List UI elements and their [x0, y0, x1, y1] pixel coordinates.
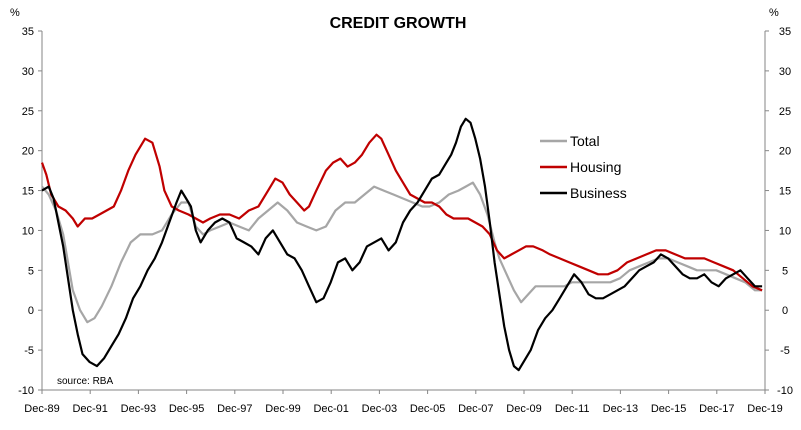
series-line-housing [40, 133, 763, 292]
legend-label-housing: Housing [570, 159, 621, 175]
x-tick-label: Dec-15 [651, 403, 686, 415]
left-tick-label: 5 [28, 265, 34, 277]
x-tick-label: Dec-05 [410, 403, 445, 415]
left-tick-label: 30 [22, 66, 34, 78]
x-tick-label: Dec-89 [24, 403, 59, 415]
x-tick-label: Dec-97 [217, 403, 252, 415]
right-tick-label: 30 [779, 66, 791, 78]
x-tick-label: Dec-01 [313, 403, 348, 415]
source-note: source: RBA [57, 376, 113, 387]
x-tick-label: Dec-03 [362, 403, 397, 415]
right-tick-label: 5 [782, 265, 788, 277]
left-tick-label: 20 [22, 146, 34, 158]
left-tick-label: 25 [22, 106, 34, 118]
right-tick-label: 25 [779, 106, 791, 118]
right-tick-label: 15 [779, 186, 791, 198]
series-line-business [41, 117, 763, 372]
left-tick-label: -10 [18, 385, 34, 397]
left-tick-label: 35 [22, 26, 34, 38]
x-tick-label: Dec-13 [603, 403, 638, 415]
right-tick-label: 0 [782, 305, 788, 317]
left-tick-label: 10 [22, 225, 34, 237]
right-tick-label: 20 [779, 146, 791, 158]
right-tick-label: -5 [780, 345, 790, 357]
x-tick-label: Dec-99 [265, 403, 300, 415]
x-tick-label: Dec-09 [506, 403, 541, 415]
legend-label-business: Business [570, 185, 627, 201]
left-tick-label: -5 [24, 345, 34, 357]
x-tick-label: Dec-91 [72, 403, 107, 415]
left-tick-label: 0 [28, 305, 34, 317]
series-layer [40, 117, 763, 372]
x-tick-label: Dec-17 [699, 403, 734, 415]
x-tick-label: Dec-19 [747, 403, 782, 415]
right-tick-label: 10 [779, 225, 791, 237]
x-tick-label: Dec-11 [555, 403, 590, 415]
series-line-total [41, 181, 763, 324]
left-axis-unit: % [10, 7, 20, 19]
right-tick-label: -10 [777, 385, 793, 397]
chart-title: CREDIT GROWTH [330, 15, 467, 32]
axes: -10 -10 -5 -5 0 0 5 5 10 10 15 15 20 20 25 25 30 30 35 35 De… [18, 26, 793, 415]
left-tick-label: 15 [22, 186, 34, 198]
x-tick-label: Dec-95 [169, 403, 204, 415]
right-axis-unit: % [769, 7, 779, 19]
right-tick-label: 35 [779, 26, 791, 38]
legend: Total Housing Business [540, 133, 627, 201]
x-tick-label: Dec-93 [121, 403, 156, 415]
x-tick-label: Dec-07 [458, 403, 493, 415]
legend-label-total: Total [570, 133, 600, 149]
